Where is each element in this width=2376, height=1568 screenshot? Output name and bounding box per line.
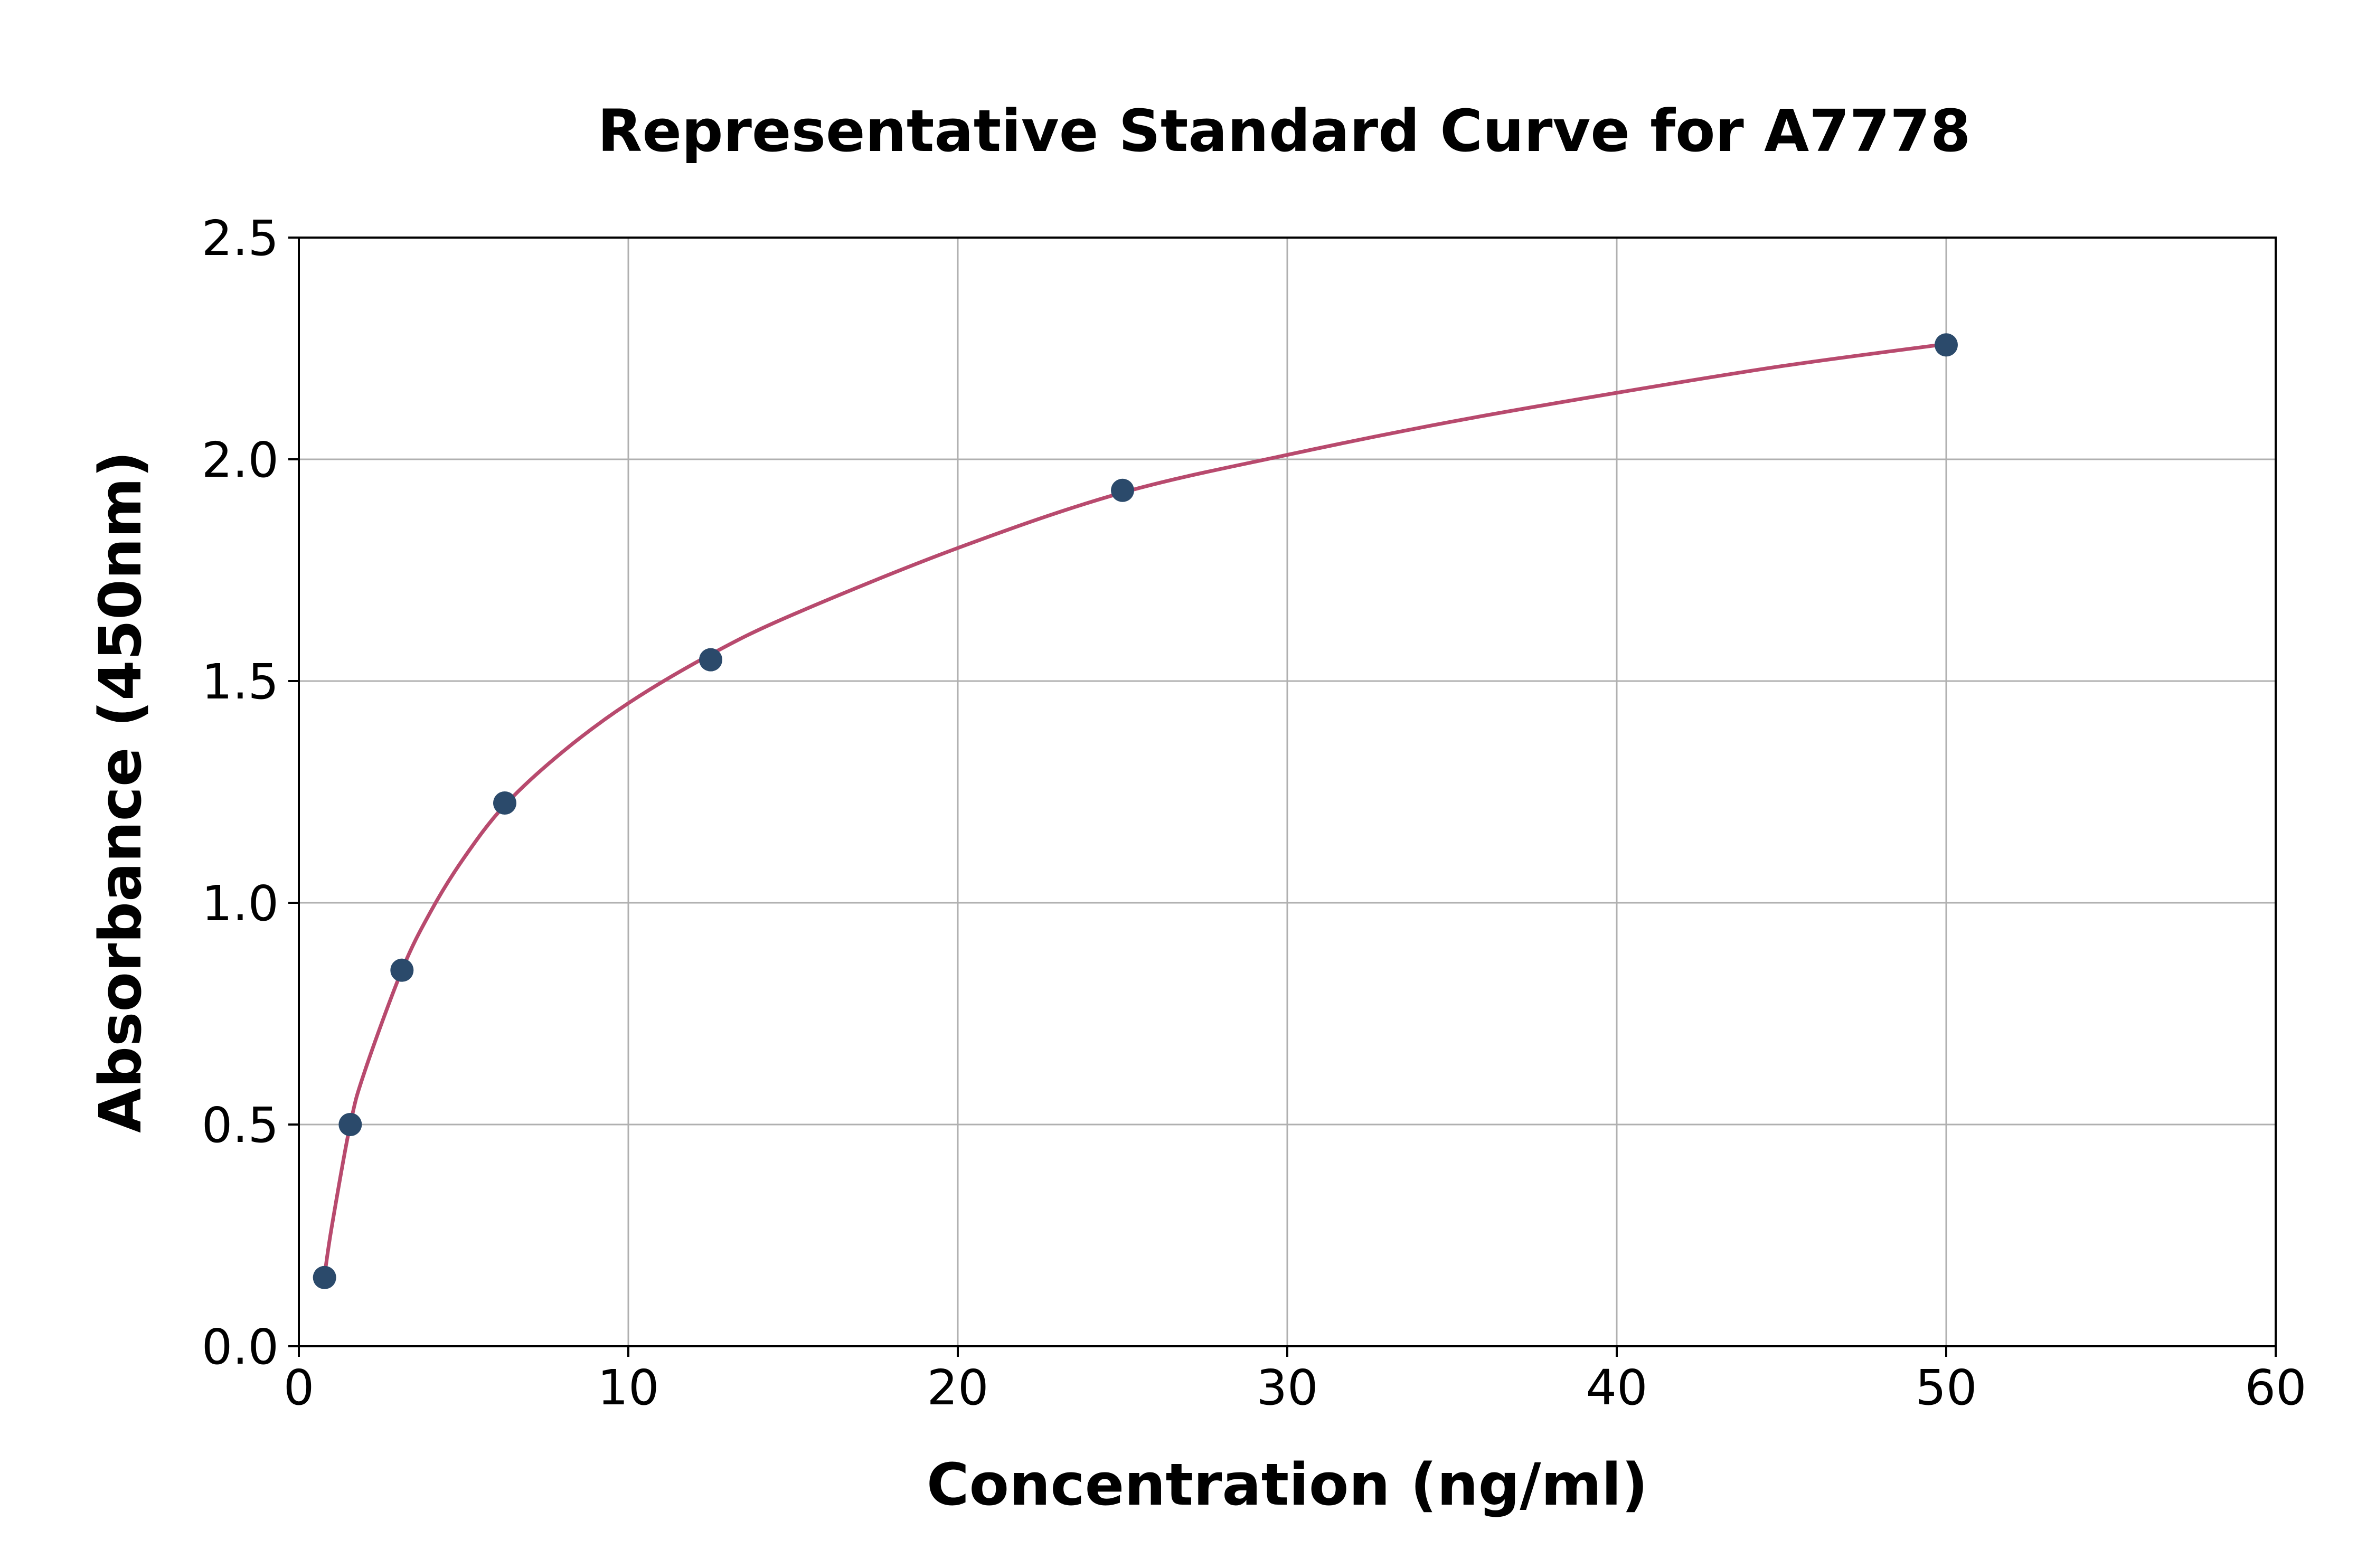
y-tick-label: 2.5 [202,210,279,267]
data-point [1935,333,1958,357]
data-point [338,1113,362,1136]
x-tick-label: 10 [597,1359,659,1416]
data-point [699,648,722,672]
x-tick-label: 0 [284,1359,315,1416]
x-tick-label: 60 [2245,1359,2306,1416]
chart-title: Representative Standard Curve for A7778 [598,97,1971,165]
y-tick-label: 0.5 [202,1097,279,1154]
data-point [313,1265,336,1289]
x-axis-ticks: 0 10 20 30 40 50 60 [284,1346,2307,1416]
y-tick-label: 0.0 [202,1319,279,1375]
data-point [493,791,516,815]
x-tick-label: 30 [1256,1359,1318,1416]
x-tick-label: 20 [927,1359,988,1416]
data-points-layer [313,333,1958,1289]
data-point [1111,478,1134,502]
data-point [390,958,414,982]
x-tick-label: 40 [1586,1359,1647,1416]
y-tick-label: 1.0 [202,875,279,932]
fitted-curve-layer [323,342,1948,1278]
y-tick-label: 1.5 [202,654,279,710]
x-tick-label: 50 [1915,1359,1977,1416]
y-axis-ticks: 0.0 0.5 1.0 1.5 2.0 2.5 [202,210,299,1375]
x-axis-label: Concentration (ng/ml) [927,1451,1648,1518]
fitted-curve [323,342,1948,1278]
y-tick-label: 2.0 [202,432,279,488]
y-axis-label: Absorbance (450nm) [87,451,154,1133]
